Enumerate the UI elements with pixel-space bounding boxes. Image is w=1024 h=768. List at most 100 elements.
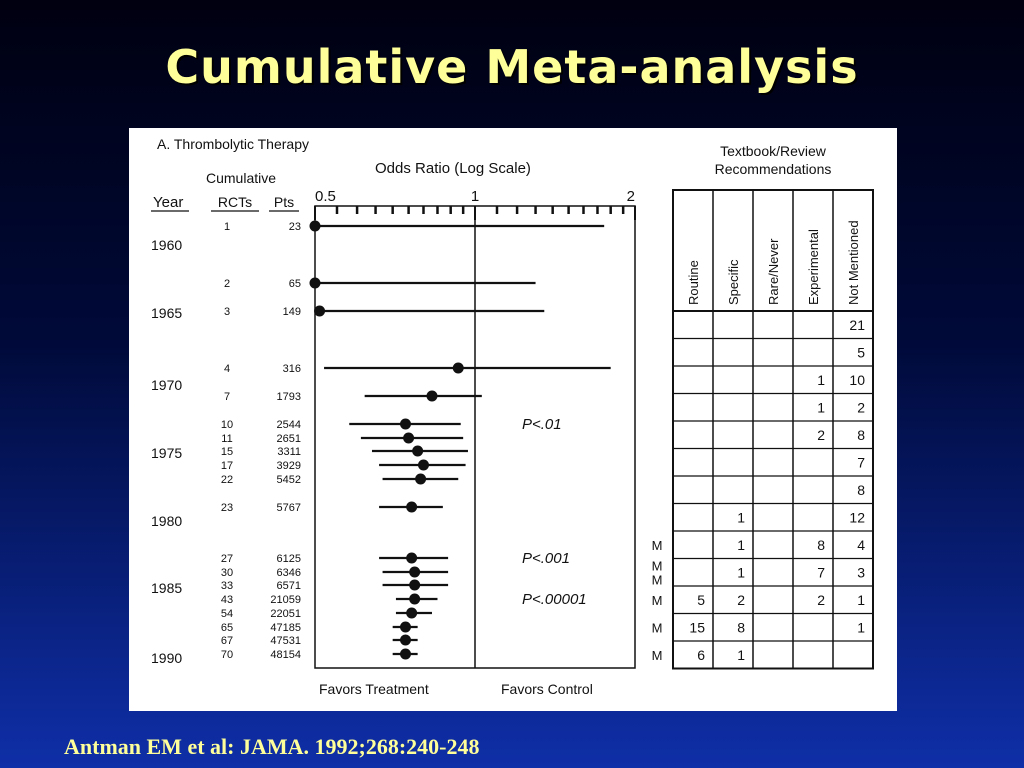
- rcts-count: 54: [221, 608, 233, 620]
- year-label: 1975: [151, 445, 182, 461]
- forest-tick-label: 1: [471, 188, 479, 205]
- point-estimate: [406, 607, 418, 619]
- point-estimate: [409, 566, 421, 578]
- table-cell-value: 1: [737, 537, 745, 553]
- table-cell-value: 2: [817, 427, 825, 443]
- table-cell-value: 1: [857, 592, 865, 608]
- p-value-label: P<.001: [522, 550, 570, 567]
- pts-count: 21059: [270, 594, 301, 606]
- pts-count: 2651: [277, 433, 301, 445]
- table-cell-value: 4: [857, 537, 865, 553]
- table-column-header: Specific: [726, 259, 741, 305]
- pts-count: 47531: [270, 635, 301, 647]
- point-estimate: [452, 362, 464, 374]
- table-cell-value: 5: [697, 592, 705, 608]
- pts-count: 6571: [277, 580, 301, 592]
- table-frame: [672, 189, 874, 670]
- point-estimate: [403, 432, 415, 444]
- rcts-count: 23: [221, 502, 233, 514]
- pts-count: 5767: [277, 502, 301, 514]
- pts-count: 149: [283, 306, 301, 318]
- point-estimate: [412, 445, 424, 457]
- rcts-count: 70: [221, 649, 233, 661]
- p-value-label: P<.01: [522, 416, 562, 433]
- favors-treatment-label: Favors Treatment: [319, 681, 429, 697]
- table-cell-value: 1: [817, 372, 825, 388]
- point-estimate: [399, 418, 411, 430]
- table-cell-value: 1: [737, 564, 745, 580]
- meta-analysis-marker: M: [652, 593, 663, 608]
- forest-tick-label: 2: [627, 188, 635, 205]
- table-column-header: Rare/Never: [766, 238, 781, 305]
- meta-analysis-marker: M: [652, 648, 663, 663]
- forest-panel-label: A. Thrombolytic Therapy: [157, 136, 309, 152]
- rcts-count: 15: [221, 446, 233, 458]
- header-cumulative: Cumulative: [206, 170, 276, 186]
- pts-count: 48154: [270, 649, 301, 661]
- slide-title: Cumulative Meta-analysis: [165, 40, 859, 94]
- year-label: 1960: [151, 237, 182, 253]
- table-cell-value: 8: [857, 482, 865, 498]
- point-estimate: [309, 277, 321, 289]
- rcts-count: 7: [224, 391, 230, 403]
- rcts-count: 2: [224, 278, 230, 290]
- table-cell-value: 1: [737, 647, 745, 663]
- pts-count: 1793: [277, 391, 301, 403]
- table-column-header: Not Mentioned: [846, 220, 861, 305]
- year-label: 1985: [151, 580, 182, 596]
- rcts-count: 30: [221, 567, 233, 579]
- pts-count: 47185: [270, 622, 301, 634]
- table-column-header: Routine: [686, 260, 701, 305]
- table-column-header: Experimental: [806, 229, 821, 305]
- rcts-count: 22: [221, 474, 233, 486]
- table-cell-value: 8: [857, 427, 865, 443]
- point-estimate: [417, 459, 429, 471]
- point-estimate: [406, 552, 418, 564]
- year-label: 1965: [151, 305, 182, 321]
- year-label: 1980: [151, 513, 182, 529]
- table-cell-value: 21: [849, 317, 865, 333]
- pts-count: 3929: [277, 460, 301, 472]
- table-cell-value: 2: [857, 399, 865, 415]
- header-year: Year: [153, 194, 183, 211]
- table-cell-value: 3: [857, 564, 865, 580]
- p-value-label: P<.00001: [522, 591, 587, 608]
- point-estimate: [314, 305, 326, 317]
- favors-control-label: Favors Control: [501, 681, 593, 697]
- pts-count: 22051: [270, 608, 301, 620]
- rcts-count: 43: [221, 594, 233, 606]
- pts-count: 6346: [277, 567, 301, 579]
- meta-analysis-marker: M: [652, 572, 663, 587]
- header-pts: Pts: [274, 194, 294, 210]
- pts-count: 65: [289, 278, 301, 290]
- table-cell-value: 7: [857, 454, 865, 470]
- pts-count: 3311: [277, 446, 301, 458]
- rcts-count: 1: [224, 221, 230, 233]
- table-title-line2: Recommendations: [715, 161, 832, 177]
- citation: Antman EM et al: JAMA. 1992;268:240-248: [64, 734, 480, 759]
- rcts-count: 65: [221, 622, 233, 634]
- figure-panel: A. Thrombolytic Therapy Odds Ratio (Log S…: [129, 128, 897, 711]
- point-estimate: [415, 473, 427, 485]
- table-cell-value: 7: [817, 564, 825, 580]
- meta-analysis-marker: M: [652, 620, 663, 635]
- forest-tick-label: 0.5: [315, 188, 336, 205]
- rcts-count: 33: [221, 580, 233, 592]
- point-estimate: [399, 648, 411, 660]
- meta-analysis-marker: M: [652, 538, 663, 553]
- figure-svg: A. Thrombolytic Therapy Odds Ratio (Log S…: [151, 136, 874, 697]
- rcts-count: 10: [221, 419, 233, 431]
- point-estimate: [309, 220, 321, 232]
- table-cell-value: 12: [849, 509, 865, 525]
- meta-analysis-marker: M: [652, 558, 663, 573]
- table-cell-value: 10: [849, 372, 865, 388]
- table-cell-value: 1: [737, 509, 745, 525]
- pts-count: 316: [283, 363, 301, 375]
- pts-count: 2544: [277, 419, 301, 431]
- table-cell-value: 5: [857, 344, 865, 360]
- point-estimate: [426, 390, 438, 402]
- pts-count: 23: [289, 221, 301, 233]
- header-rcts: RCTs: [218, 194, 252, 210]
- rcts-count: 11: [221, 433, 232, 445]
- table-cell-value: 15: [689, 619, 705, 635]
